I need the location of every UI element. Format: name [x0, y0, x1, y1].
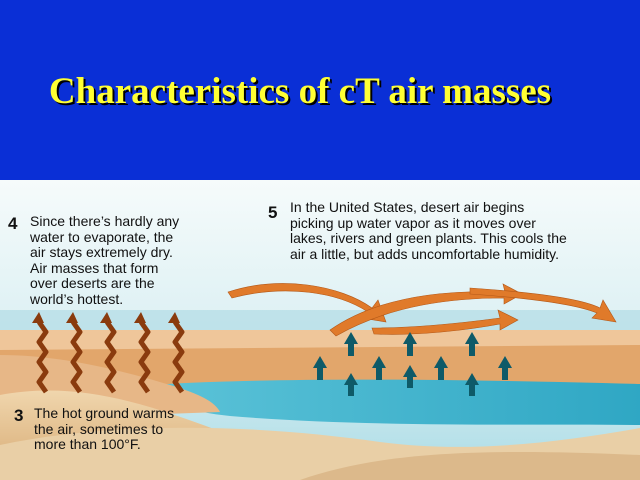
step-5-line: picking up water vapor as it moves over [290, 214, 536, 231]
heat-arrow [104, 320, 117, 394]
step-4-line: water to evaporate, the [30, 228, 174, 245]
heat-arrow [70, 320, 83, 394]
vapor-arrow [403, 365, 417, 388]
heat-arrowhead [134, 312, 146, 323]
step-3-line: the air, sometimes to [34, 420, 164, 437]
step-4-line: Since there’s hardly any [30, 213, 180, 229]
flow-arrow [371, 309, 519, 335]
step-4-line: air stays extremely dry. [30, 244, 173, 260]
flow-arrow [469, 287, 617, 323]
vapor-arrow [434, 356, 448, 380]
vapor-arrow [372, 356, 386, 380]
step-4-line: over deserts are the [30, 275, 155, 291]
step-5-line: lakes, rivers and green plants. This coo… [290, 230, 567, 246]
heat-arrowhead [168, 312, 180, 323]
heat-arrow [172, 320, 185, 394]
vapor-arrow [465, 373, 479, 396]
step-3-line: The hot ground warms [34, 405, 175, 421]
vapor-arrow [465, 332, 479, 356]
step-5-line: air a little, but adds uncomfortable hum… [290, 245, 559, 262]
vapor-arrow [344, 373, 358, 396]
step-4-text: Since there’s hardly any water to evapor… [30, 213, 180, 307]
desert-air-diagram [0, 180, 640, 480]
step-3-text: The hot ground warms the air, sometimes … [34, 405, 175, 453]
vapor-arrows [313, 332, 512, 396]
flow-arrows [227, 283, 617, 337]
lake [150, 379, 640, 425]
step-3-line: more than 100°F. [34, 436, 141, 452]
heat-arrowhead [100, 312, 112, 323]
dune-front-shade [300, 451, 640, 480]
heat-arrow [138, 320, 151, 394]
heat-arrow [36, 320, 49, 394]
vapor-arrow [403, 332, 417, 356]
heat-arrowheads [32, 312, 180, 323]
flow-arrow [329, 283, 523, 337]
step-5-text: In the United States, desert air begins … [290, 199, 567, 262]
vapor-arrow [344, 332, 358, 356]
step-5-line: In the United States, desert air begins [290, 199, 525, 215]
step-5-number: 5 [268, 203, 278, 222]
step-4-number: 4 [8, 214, 18, 233]
slide-title: Characteristics of cT air masses [48, 71, 552, 112]
heat-arrowhead [32, 312, 44, 323]
distant-sand-light [0, 330, 640, 350]
step-4-line: Air masses that form [30, 259, 159, 276]
step-4-line: world’s hottest. [30, 290, 124, 307]
vapor-arrow [498, 356, 512, 380]
vapor-arrow [313, 356, 327, 380]
step-3-number: 3 [14, 406, 24, 425]
heat-arrowhead [66, 312, 78, 323]
heat-arrows [36, 320, 185, 394]
